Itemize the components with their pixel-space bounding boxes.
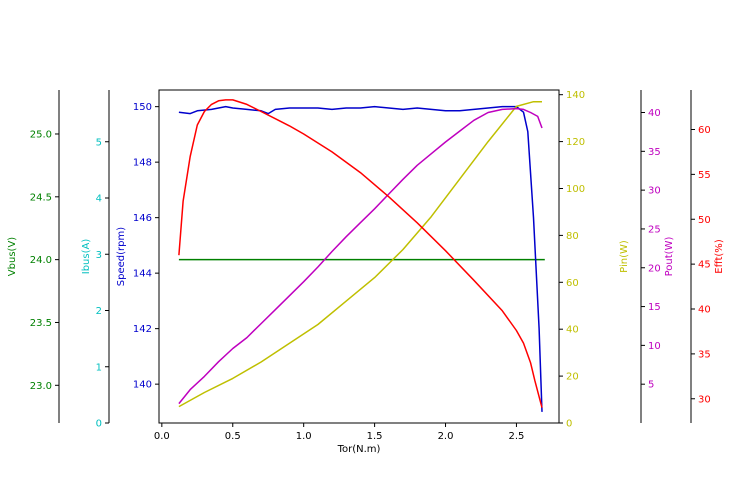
eff-tick-label: 40: [698, 305, 711, 316]
pin-tick-label: 100: [566, 184, 585, 195]
eff-axis: 30 35 40 45 50 55 60 Efft(%): [690, 90, 725, 423]
speed-tick-label: 146: [133, 213, 152, 224]
x-tick-label: 1.0: [296, 431, 312, 442]
pin-tick-label: 120: [566, 137, 585, 148]
pout-tick-label: 30: [648, 186, 661, 197]
pout-tick-label: 20: [648, 263, 661, 274]
plot-frame: [158, 89, 560, 424]
ibus-tick-label: 0: [96, 419, 102, 430]
x-tick-label: 0.5: [225, 431, 241, 442]
pout-tick-label: 25: [648, 224, 661, 235]
vbus-tick-label: 23.0: [30, 381, 52, 392]
axes-group: 0.0 0.5 1.0 1.5 2.0 2.5 23.0 23.5 24.0 24.5 25.0 Vb…: [7, 89, 725, 442]
vbus-tick-label: 25.0: [30, 129, 52, 140]
ibus-axis-label: Ibus(A): [81, 239, 92, 275]
pout-tick-label: 10: [648, 341, 661, 352]
speed-tick-label: 150: [133, 102, 152, 113]
pin-tick-label: 80: [566, 231, 579, 242]
eff-tick-label: 45: [698, 260, 711, 271]
ibus-tick-label: 2: [96, 306, 102, 317]
vbus-axis: 23.0 23.5 24.0 24.5 25.0 Vbus(V): [7, 90, 60, 423]
speed-tick-label: 148: [133, 158, 152, 169]
pin-tick-label: 60: [566, 278, 579, 289]
pout-tick-label: 5: [648, 380, 654, 391]
pout-tick-label: 40: [648, 108, 661, 119]
x-tick-label: 1.5: [367, 431, 383, 442]
ibus-axis: 0 1 2 3 4 5 Ibus(A): [81, 90, 110, 430]
pin-tick-label: 0: [566, 419, 572, 430]
pin-axis-label: Pin(W): [619, 240, 630, 273]
ibus-tick-label: 1: [96, 362, 102, 373]
speed-series-line: [178, 105, 543, 412]
pin-axis: 0 20 40 60 80 100 120 140 Pin(W): [559, 90, 630, 430]
pin-series-line: [178, 100, 542, 408]
vbus-tick-label: 24.5: [30, 192, 52, 203]
speed-tick-label: 140: [133, 380, 152, 391]
pin-tick-label: 40: [566, 325, 579, 336]
eff-axis-label: Efft(%): [714, 239, 725, 274]
ibus-tick-label: 3: [96, 250, 102, 261]
plot-area: [178, 99, 545, 412]
speed-axis: 140 142 144 146 148 150 Speed(rpm): [116, 102, 159, 391]
vbus-tick-label: 24.0: [30, 255, 52, 266]
vbus-axis-label: Vbus(V): [7, 237, 18, 276]
speed-tick-label: 142: [133, 324, 152, 335]
speed-tick-label: 144: [133, 269, 152, 280]
vbus-tick-label: 23.5: [30, 318, 52, 329]
eff-tick-label: 30: [698, 394, 711, 405]
eff-tick-label: 35: [698, 349, 711, 360]
x-axis-label: Tor(N.m): [337, 444, 381, 455]
pin-tick-label: 140: [566, 90, 585, 101]
pout-tick-label: 35: [648, 147, 661, 158]
eff-tick-label: 55: [698, 170, 711, 181]
pout-series-line: [178, 107, 543, 405]
pout-tick-label: 15: [648, 302, 661, 313]
pout-axis: 5 10 15 20 25 30 35 40 Pout(W): [640, 90, 675, 423]
pout-axis-label: Pout(W): [664, 237, 675, 277]
eff-tick-label: 60: [698, 125, 711, 136]
speed-axis-label: Speed(rpm): [116, 227, 127, 286]
pin-tick-label: 20: [566, 372, 579, 383]
x-tick-label: 0.0: [154, 431, 170, 442]
ibus-tick-label: 4: [96, 194, 102, 205]
eff-tick-label: 50: [698, 215, 711, 226]
eff-series-line: [178, 99, 543, 408]
ibus-tick-label: 5: [96, 137, 102, 148]
x-tick-label: 2.0: [438, 431, 454, 442]
x-tick-label: 2.5: [508, 431, 524, 442]
